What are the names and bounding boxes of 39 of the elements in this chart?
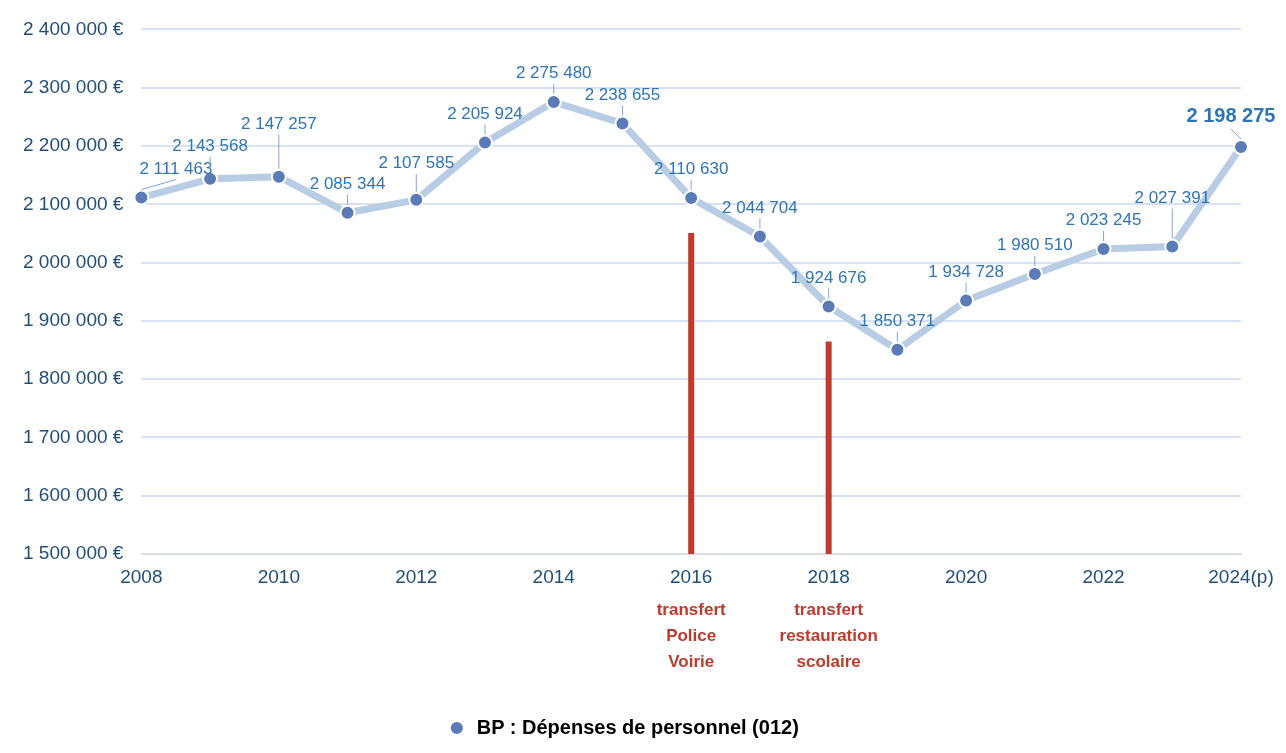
y-tick-label: 1 900 000 € (23, 309, 124, 331)
ref-line-label: transfert Police Voirie (656, 600, 726, 672)
y-tick-label: 2 300 000 € (23, 75, 124, 97)
data-label: 1 850 371 (859, 310, 936, 330)
y-tick-label: 2 200 000 € (23, 134, 124, 156)
y-tick-label: 1 500 000 € (23, 542, 124, 564)
y-tick-label: 2 400 000 € (23, 17, 124, 39)
data-label: 2 275 480 (515, 63, 592, 83)
data-label: 1 924 676 (790, 267, 867, 287)
y-tick-label: 2 100 000 € (23, 192, 124, 214)
data-label: 1 934 728 (928, 261, 1004, 281)
y-tick-label: 1 800 000 € (23, 367, 124, 389)
data-label: 1 980 510 (997, 235, 1073, 255)
legend-label: BP : Dépenses de personnel (012) (476, 715, 799, 738)
data-label: 2 027 391 (1134, 187, 1211, 207)
x-tick-label: 2008 (120, 565, 163, 587)
x-tick-label: 2016 (670, 565, 713, 587)
data-label: 2 107 585 (378, 153, 455, 173)
y-tick-label: 1 700 000 € (23, 425, 124, 447)
data-label: 2 205 924 (447, 103, 523, 123)
data-label: 2 023 245 (1065, 210, 1142, 230)
data-label: 2 147 257 (241, 113, 317, 133)
data-label: 2 085 344 (309, 174, 386, 193)
ref-line-label: transfert restauration scolaire (779, 600, 878, 672)
x-tick-label: 2020 (944, 565, 988, 587)
x-tick-label: 2012 (395, 565, 438, 587)
x-tick-label: 2018 (807, 565, 850, 587)
data-label: 2 111 463 (139, 158, 213, 178)
data-label: 2 198 275 (1186, 104, 1276, 127)
data-label: 2 044 704 (722, 197, 798, 217)
y-tick-label: 1 600 000 € (23, 483, 124, 505)
data-label: 2 110 630 (654, 159, 729, 179)
data-label: 2 143 568 (172, 136, 248, 156)
x-tick-label: 2014 (532, 565, 576, 587)
x-tick-label: 2022 (1082, 565, 1125, 587)
data-label: 2 238 655 (584, 84, 661, 104)
x-tick-label: 2024(p) (1208, 565, 1274, 587)
y-tick-label: 2 000 000 € (23, 250, 124, 272)
x-tick-label: 2010 (257, 565, 300, 587)
